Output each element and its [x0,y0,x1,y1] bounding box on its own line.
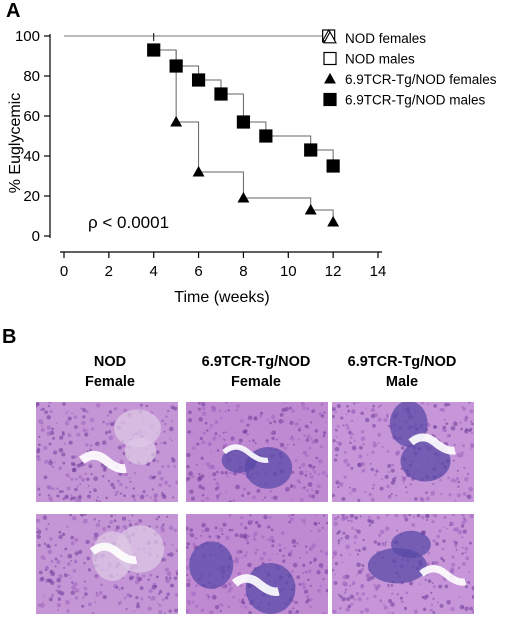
x-tick-label: 2 [105,263,113,280]
series-step-line [153,49,334,222]
histology-image-tg-male-top [332,402,474,502]
histology-image-tg-female-top [186,402,328,502]
x-tick-label: 10 [280,263,297,280]
legend-label: 6.9TCR-Tg/NOD females [345,72,497,87]
panel-a-label: A [6,0,21,22]
x-tick-label: 14 [370,263,387,280]
column-header-line2: Male [385,374,419,390]
data-point [236,115,251,129]
chart-legend: NOD females NOD males 6.9TCR-Tg/NOD female… [323,30,497,108]
legend-label: NOD females [345,31,426,46]
x-tick-label: 12 [325,263,342,280]
x-axis-title: Time (weeks) [174,289,269,306]
data-point [170,115,183,127]
y-tick-label: 20 [23,188,40,205]
legend-entry: 6.9TCR-Tg/NOD females [324,72,497,87]
data-point [237,191,250,203]
column-header-line1: NOD [93,354,127,370]
data-point [192,165,205,177]
data-point [147,43,161,57]
chart-series [64,28,340,227]
legend-marker [324,72,336,84]
column-header-nod-female: NOD Female [40,352,180,392]
legend-entry: 6.9TCR-Tg/NOD males [323,92,486,108]
x-tick-label: 0 [60,263,68,280]
histology-image-nod-female-top [36,402,178,502]
x-tick-label: 8 [239,263,247,280]
column-header-line1: 6.9TCR-Tg/NOD [201,354,311,370]
y-tick-label: 100 [15,28,40,45]
y-tick-label: 80 [23,68,40,85]
data-point [169,59,183,73]
survival-chart: 0 20 40 60 80 100 0 2 4 6 8 10 12 14 NOD females NOD m… [7,28,497,306]
y-tick-label: 60 [23,108,40,125]
legend-entry: NOD females [323,30,426,46]
data-point [191,73,206,87]
legend-marker [323,30,337,44]
column-header-line2: Female [85,374,135,390]
histology-image-nod-female-bottom [36,514,178,614]
column-header-tg-female: 6.9TCR-Tg/NOD Female [186,352,326,392]
data-point [327,215,340,227]
column-header-line2: Female [231,374,281,390]
chart-axes: 0 20 40 60 80 100 0 2 4 6 8 10 12 14 [15,28,386,280]
y-axis-title: % Euglycemic [7,93,24,193]
data-point [304,203,317,215]
p-value-annotation: ρ < 0.0001 [88,213,169,232]
legend-label: NOD males [345,52,415,67]
data-point [259,129,273,143]
y-tick-label: 0 [32,228,40,245]
data-point [326,159,340,173]
y-tick-label: 40 [23,148,40,165]
x-tick-label: 4 [150,263,158,280]
histology-image-tg-male-bottom [332,514,474,614]
data-point [214,87,228,101]
data-point [304,143,318,157]
legend-entry: NOD males [323,51,415,67]
histology-image-tg-female-bottom [186,514,328,614]
legend-marker [323,92,337,107]
x-tick-label: 6 [194,263,202,280]
column-header-tg-male: 6.9TCR-Tg/NOD Male [332,352,472,392]
tg-males-series [147,43,340,173]
legend-label: 6.9TCR-Tg/NOD males [345,93,486,108]
column-header-line1: 6.9TCR-Tg/NOD [347,354,457,370]
legend-marker [323,51,337,66]
panel-b-label: B [2,326,17,348]
